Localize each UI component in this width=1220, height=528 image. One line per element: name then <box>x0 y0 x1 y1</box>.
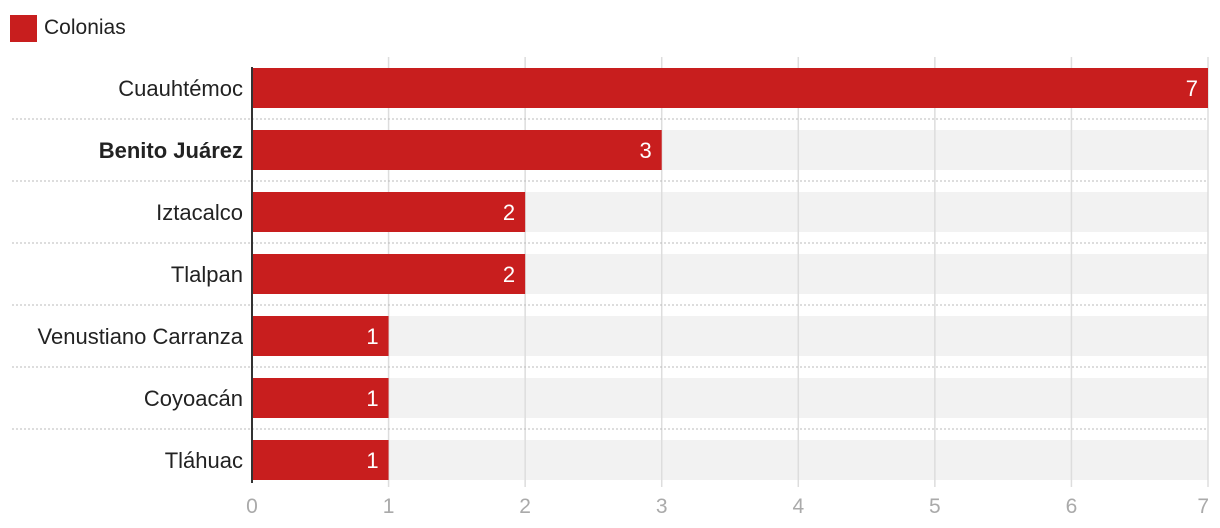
x-tick-label: 4 <box>792 495 804 518</box>
category-label: Venustiano Carranza <box>38 324 244 349</box>
category-label: Benito Juárez <box>99 138 243 163</box>
category-label: Iztacalco <box>156 200 243 225</box>
value-label: 1 <box>366 324 378 349</box>
category-label: Coyoacán <box>144 386 243 411</box>
bar <box>252 440 389 480</box>
value-label: 3 <box>639 138 651 163</box>
category-label: Tláhuac <box>165 448 243 473</box>
value-label: 2 <box>503 200 515 225</box>
category-label: Cuauhtémoc <box>118 76 243 101</box>
x-tick-label: 7 <box>1197 495 1209 518</box>
legend-swatch <box>10 14 37 42</box>
bar <box>252 192 526 232</box>
bar <box>252 254 526 294</box>
value-label: 1 <box>366 448 378 473</box>
value-label: 2 <box>503 262 515 287</box>
x-tick-label: 5 <box>929 495 941 518</box>
x-tick-label: 0 <box>246 495 258 518</box>
x-tick-label: 3 <box>656 495 668 518</box>
x-tick-label: 1 <box>383 495 395 518</box>
bar <box>252 316 389 356</box>
x-tick-label: 2 <box>519 495 531 518</box>
bar-track <box>252 440 1208 480</box>
category-label: Tlalpan <box>171 262 243 287</box>
bar <box>252 68 1208 108</box>
bar <box>252 130 662 170</box>
value-label: 7 <box>1186 76 1198 101</box>
value-label: 1 <box>366 386 378 411</box>
bar <box>252 378 389 418</box>
bar-track <box>252 378 1208 418</box>
legend-label: Colonias <box>44 16 126 39</box>
bar-track <box>252 316 1208 356</box>
legend: Colonias <box>10 12 126 44</box>
x-tick-label: 6 <box>1066 495 1078 518</box>
